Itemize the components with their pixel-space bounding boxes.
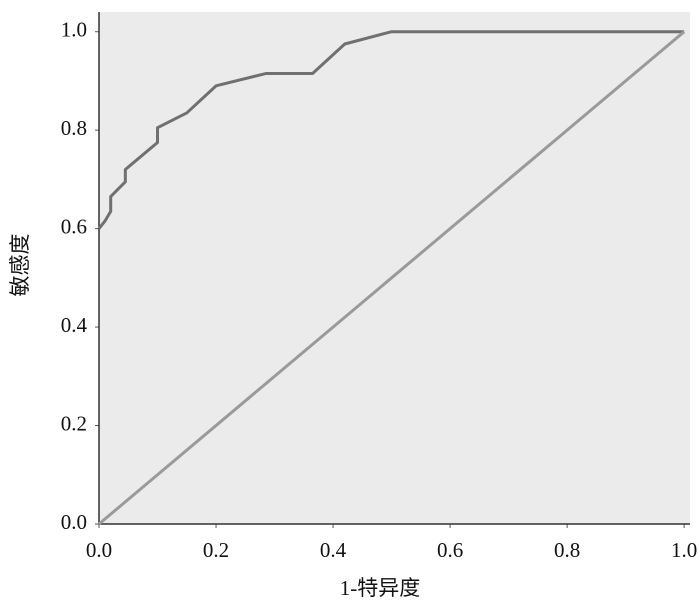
x-axis-label: 1-特异度 [340, 576, 421, 600]
y-tick-label: 0.8 [61, 116, 87, 140]
x-tick-label: 0.0 [86, 538, 112, 562]
y-tick-label: 0.4 [61, 313, 88, 337]
x-tick-label: 0.2 [203, 538, 229, 562]
y-axis-label: 敏感度 [8, 234, 32, 297]
series-line [98, 30, 686, 526]
y-tick-label: 1.0 [61, 18, 87, 42]
x-tick-label: 0.4 [320, 538, 347, 562]
x-tick-label: 1.0 [671, 538, 697, 562]
x-tick-label: 0.6 [437, 538, 463, 562]
series-line [97, 30, 685, 230]
y-tick-label: 0.2 [61, 411, 87, 435]
plot-background [99, 12, 690, 524]
x-tick-label: 0.8 [554, 538, 580, 562]
y-tick-label: 0.6 [61, 214, 87, 238]
y-tick-label: 0.0 [61, 510, 87, 534]
